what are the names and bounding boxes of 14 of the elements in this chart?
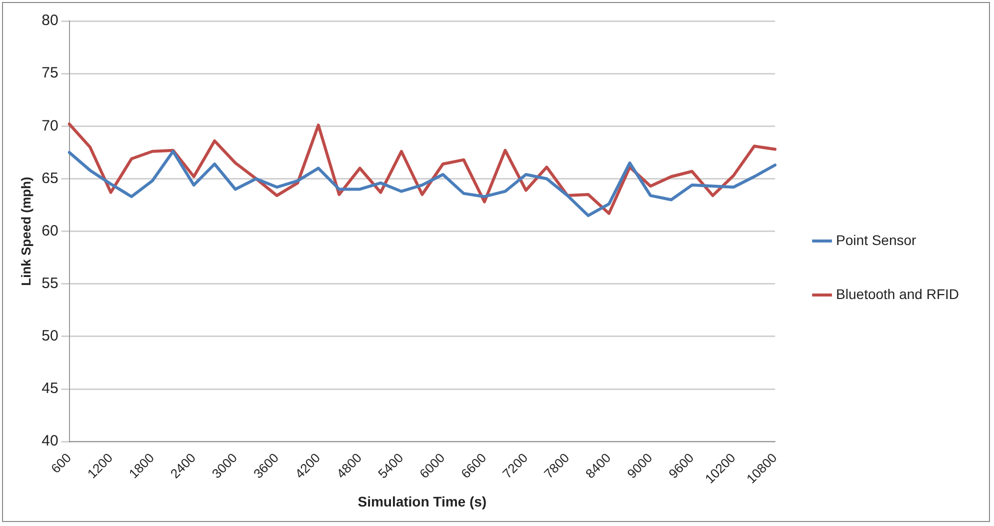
y-tick-label: 45 [42,380,58,398]
y-tick-label: 65 [42,170,58,187]
x-axis-title: Simulation Time (s) [358,493,487,510]
y-tick-label: 75 [42,64,58,82]
legend-label: Bluetooth and RFID [836,286,960,302]
y-tick-label: 60 [42,222,58,240]
y-tick-label: 70 [42,117,58,134]
y-tick-label: 40 [42,432,58,450]
legend-label: Point Sensor [836,232,917,248]
y-tick-label: 80 [42,12,58,30]
x-tick-label: 600 [48,450,74,476]
y-tick-label: 55 [42,275,58,292]
y-tick-label: 50 [42,328,58,345]
y-axis-title: Link Speed (mph) [18,176,34,286]
